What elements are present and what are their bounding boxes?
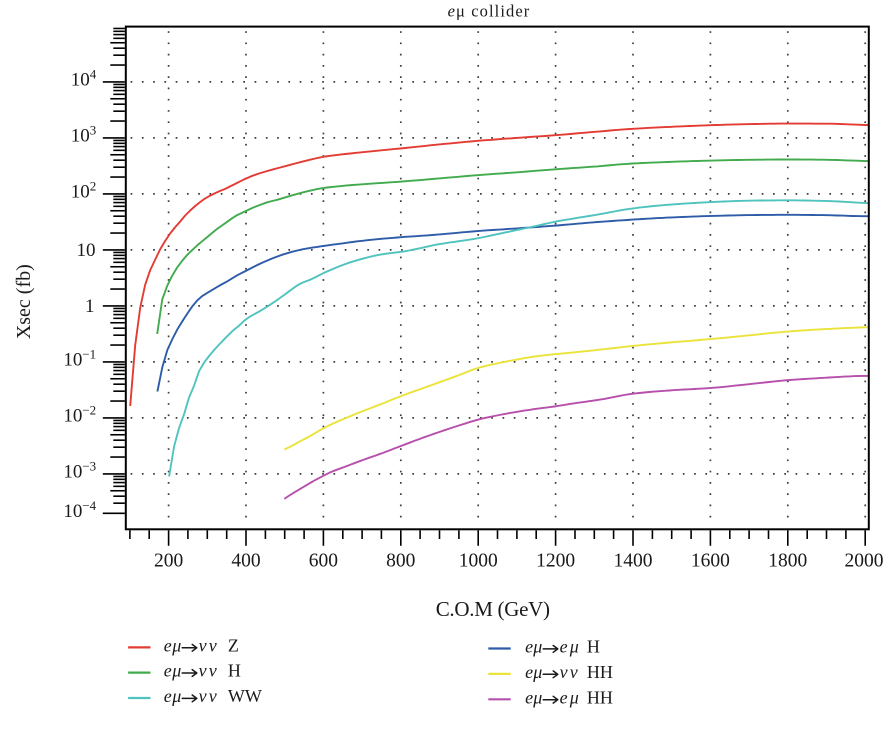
- svg-text:1200: 1200: [536, 551, 575, 572]
- svg-text:eμ collider: eμ collider: [448, 2, 531, 21]
- svg-text:10−4: 10−4: [63, 498, 96, 522]
- svg-text:2000: 2000: [845, 551, 884, 572]
- svg-text:10: 10: [77, 240, 96, 261]
- svg-text:400: 400: [231, 551, 260, 572]
- svg-text:600: 600: [309, 551, 338, 572]
- svg-text:10−1: 10−1: [63, 347, 96, 371]
- svg-text:1800: 1800: [768, 551, 807, 572]
- svg-text:1: 1: [85, 296, 95, 317]
- svg-text:1000: 1000: [459, 551, 498, 572]
- svg-text:200: 200: [154, 551, 183, 572]
- svg-text:800: 800: [386, 551, 415, 572]
- svg-text:10−3: 10−3: [63, 459, 96, 483]
- svg-text:1400: 1400: [614, 551, 653, 572]
- svg-text:C.O.M (GeV): C.O.M (GeV): [436, 597, 550, 621]
- svg-text:1600: 1600: [691, 551, 730, 572]
- svg-text:Xsec (fb): Xsec (fb): [13, 264, 35, 339]
